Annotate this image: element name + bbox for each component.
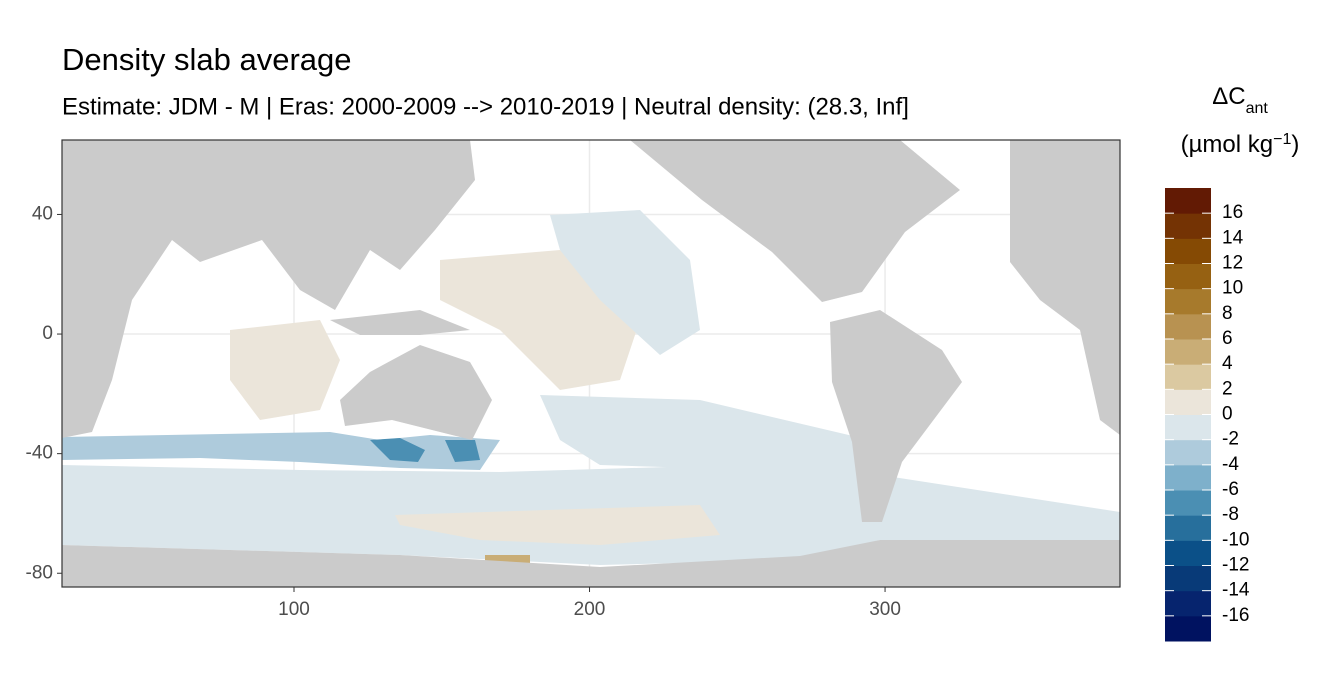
legend-label: -14 [1222, 580, 1250, 601]
legend-label: 0 [1222, 404, 1233, 425]
colorbar-bin [1165, 238, 1211, 264]
legend-label: -8 [1222, 504, 1239, 525]
y-tick-label: -40 [26, 443, 53, 464]
land-mass [630, 140, 960, 302]
colorbar-bin [1165, 615, 1211, 642]
field-patch [370, 438, 425, 462]
field-patch [230, 320, 340, 420]
legend-label: 2 [1222, 378, 1233, 399]
legend-title-part: ΔC [1212, 83, 1245, 110]
colorbar-bin [1165, 389, 1211, 415]
y-tick-label: 40 [32, 203, 53, 224]
land-mass [340, 345, 492, 440]
colorbar-bin [1165, 263, 1211, 290]
field-patch [395, 505, 720, 545]
colorbar-bin [1165, 213, 1211, 239]
field-patch [540, 395, 870, 480]
colorbar-bin [1165, 288, 1211, 315]
legend-label: -2 [1222, 429, 1239, 450]
colorbar-bin [1165, 540, 1211, 566]
legend-label: 12 [1222, 253, 1243, 274]
land [62, 140, 1120, 587]
legend-unit: (µmol kg−1) [1181, 131, 1300, 159]
land-mass [830, 310, 962, 522]
land-mass [1010, 140, 1120, 435]
land-mass [62, 540, 1120, 587]
legend-label: -10 [1222, 529, 1249, 550]
land-mass [62, 140, 475, 438]
field-patch [550, 210, 700, 355]
legend-label: -16 [1222, 605, 1249, 626]
legend-label: -12 [1222, 555, 1249, 576]
panel-border [61, 139, 1121, 588]
legend-label: 10 [1222, 278, 1243, 299]
legend-title-part: ) [1291, 131, 1299, 158]
colorbar-bin [1165, 439, 1211, 466]
x-tick-label: 300 [869, 599, 901, 620]
chart-title: Density slab average [62, 42, 352, 77]
colorbar-bin [1165, 313, 1211, 340]
colorbar-bin [1165, 339, 1211, 365]
colorbar-bin [1165, 515, 1211, 541]
x-tick-label: 100 [278, 599, 310, 620]
legend-title-part: (µmol kg [1181, 131, 1274, 158]
legend-label: 6 [1222, 328, 1233, 349]
colorbar-bin [1165, 590, 1211, 617]
legend-title: ΔCant [1212, 83, 1268, 117]
ocean-field [62, 210, 1120, 565]
legend-label: -4 [1222, 454, 1239, 475]
legend-label: -6 [1222, 479, 1239, 500]
land-mass [330, 310, 470, 335]
legend-label: 8 [1222, 303, 1233, 324]
legend-label: 16 [1222, 202, 1243, 223]
colorbar-bin [1165, 565, 1211, 592]
legend-title-part: −1 [1273, 131, 1291, 148]
y-tick-label: 0 [42, 323, 53, 344]
colorbar-bin [1165, 188, 1211, 214]
x-tick-label: 200 [574, 599, 606, 620]
colorbar-bin [1165, 364, 1211, 390]
y-tick-label: -80 [26, 562, 53, 583]
legend-label: 14 [1222, 227, 1244, 248]
field-patch [445, 440, 480, 462]
chart-subtitle: Estimate: JDM - M | Eras: 2000-2009 --> … [62, 93, 909, 120]
colorbar-bin [1165, 464, 1211, 491]
colorbar-bin [1165, 414, 1211, 441]
colorbar-bin [1165, 490, 1211, 516]
legend-title-part: ant [1246, 100, 1269, 117]
legend-label: 4 [1222, 353, 1233, 374]
